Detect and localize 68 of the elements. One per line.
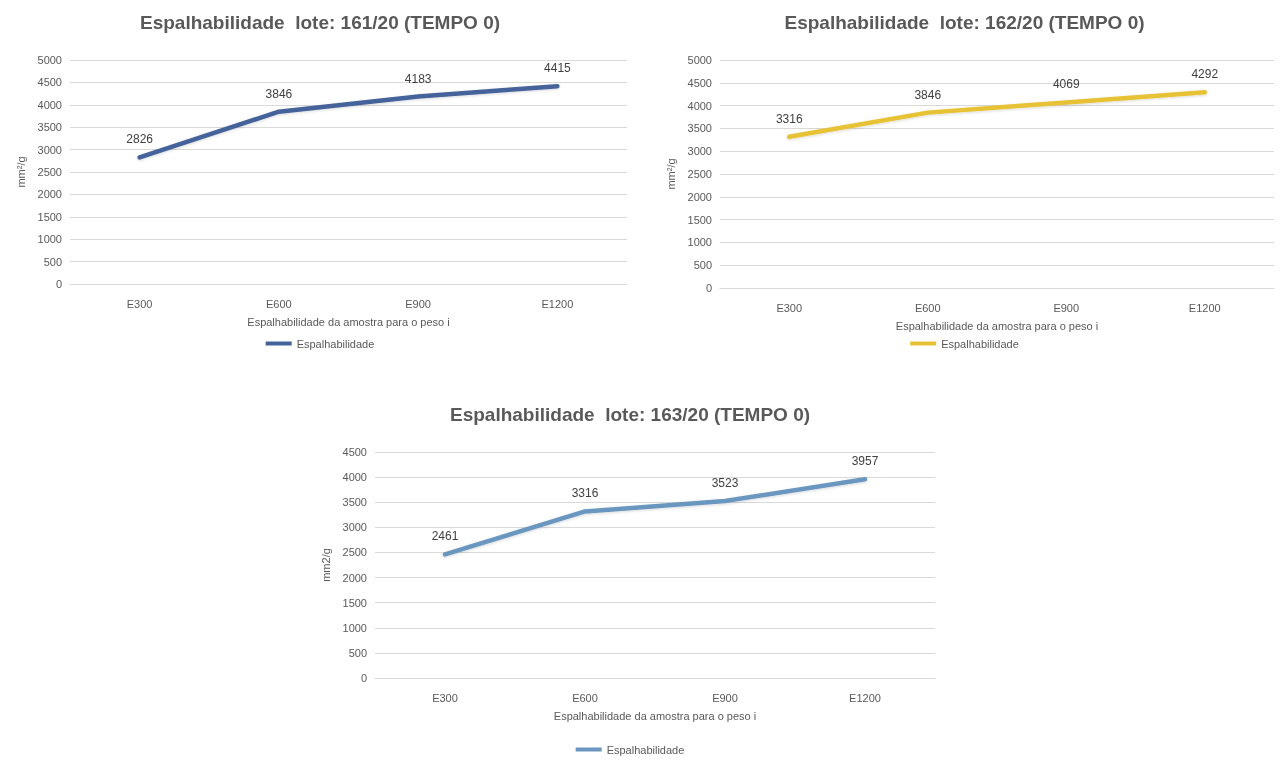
x-tick-label: E900 [712, 691, 738, 704]
y-tick-label: 4500 [342, 446, 367, 458]
y-tick-label: 4000 [687, 99, 712, 112]
y-tick-label: 0 [360, 672, 367, 684]
y-tick-label: 2000 [687, 190, 712, 203]
y-tick-label: 3000 [342, 521, 367, 534]
y-tick-label: 3500 [342, 496, 367, 509]
data-label: 3957 [851, 454, 879, 469]
y-tick-label: 3500 [37, 121, 62, 134]
y-tick-label: 4500 [37, 76, 62, 89]
legend-label: Espalhabilidade [941, 337, 1019, 350]
data-label: 3316 [571, 486, 599, 501]
y-axis-title: mm2/g [320, 548, 333, 582]
x-axis-title: Espalhabilidade da amostra para o peso i [247, 315, 450, 328]
y-tick-label: 2500 [37, 166, 62, 178]
data-label: 3846 [914, 87, 942, 102]
y-tick-label: 5000 [37, 54, 62, 66]
y-tick-label: 4500 [687, 76, 712, 89]
y-tick-label: 1000 [687, 236, 712, 249]
y-tick-label: 2500 [687, 168, 712, 180]
chart-title: Espalhabilidade lote: 161/20 (TEMPO 0) [139, 12, 501, 33]
data-label: 2826 [126, 132, 154, 147]
data-label: 3846 [265, 86, 293, 101]
y-tick-label: 4000 [342, 471, 367, 484]
y-tick-label: 500 [348, 646, 367, 659]
chart-title: Espalhabilidade lote: 163/20 (TEMPO 0) [449, 404, 811, 425]
y-tick-label: 2000 [342, 571, 367, 584]
y-axis-title: mm²/g [15, 156, 28, 188]
x-tick-label: E300 [776, 301, 803, 314]
y-tick-label: 5000 [687, 54, 712, 66]
y-tick-label: 1000 [37, 233, 62, 246]
y-tick-label: 0 [55, 278, 62, 290]
x-tick-label: E900 [405, 297, 431, 310]
y-tick-label: 3500 [687, 122, 712, 135]
x-tick-label: E300 [432, 691, 458, 704]
y-tick-label: 1500 [342, 596, 367, 609]
x-tick-label: E600 [266, 297, 292, 310]
y-tick-label: 1000 [342, 621, 367, 634]
legend-label: Espalhabilidade [606, 743, 685, 756]
x-tick-label: E1200 [1188, 301, 1221, 314]
data-label: 4292 [1191, 67, 1219, 82]
y-tick-label: 3000 [37, 143, 62, 156]
y-tick-label: 2500 [342, 546, 367, 559]
data-label: 2461 [431, 529, 459, 544]
y-tick-label: 500 [693, 259, 712, 272]
x-tick-label: E600 [914, 301, 941, 314]
data-label: 3316 [775, 111, 803, 126]
y-tick-label: 3000 [687, 145, 712, 158]
y-tick-label: 1500 [687, 213, 712, 226]
x-tick-label: E900 [1053, 301, 1080, 314]
x-tick-label: E1200 [849, 691, 881, 704]
data-label: 3523 [711, 476, 739, 491]
x-axis-title: Espalhabilidade da amostra para o peso i [553, 709, 757, 722]
x-tick-label: E600 [572, 691, 598, 704]
data-label: 4415 [544, 61, 572, 76]
y-tick-label: 500 [43, 255, 62, 268]
x-tick-label: E1200 [541, 297, 574, 310]
legend-label: Espalhabilidade [296, 337, 375, 350]
data-label: 4069 [1052, 77, 1080, 92]
x-tick-label: E300 [126, 297, 153, 310]
y-tick-label: 0 [705, 282, 712, 294]
y-tick-label: 1500 [37, 210, 62, 223]
data-label: 4183 [404, 71, 432, 86]
y-axis-title: mm²/g [665, 158, 678, 190]
chart-title: Espalhabilidade lote: 162/20 (TEMPO 0) [784, 12, 1145, 33]
y-tick-label: 4000 [37, 98, 62, 111]
x-axis-title: Espalhabilidade da amostra para o peso i [895, 319, 1099, 332]
y-tick-label: 2000 [37, 188, 62, 201]
